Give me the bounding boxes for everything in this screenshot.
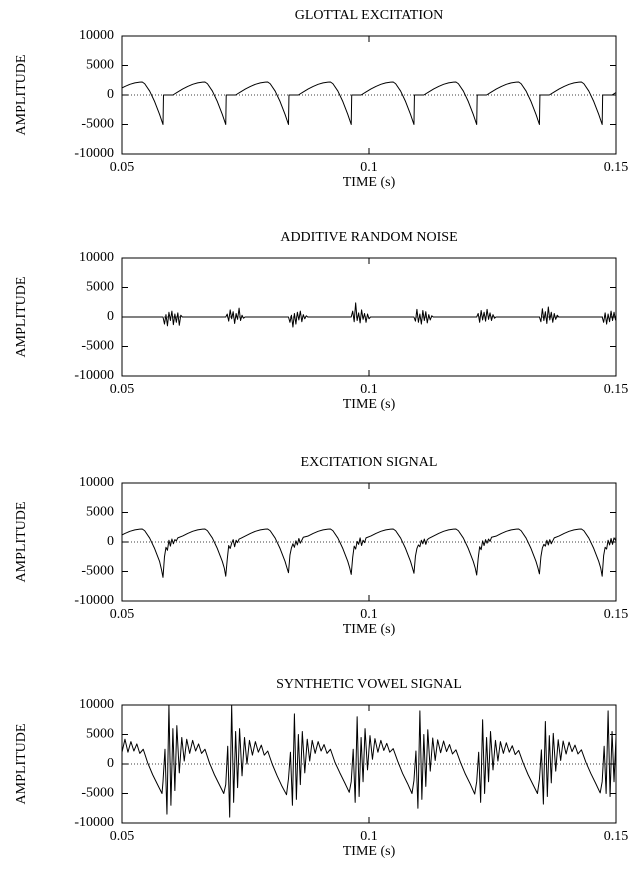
subplot-title: GLOTTAL EXCITATION bbox=[295, 8, 443, 23]
y-tick-label: -10000 bbox=[74, 146, 114, 161]
y-tick-label: -5000 bbox=[81, 339, 114, 354]
signal-trace bbox=[122, 302, 617, 328]
y-tick-label: -5000 bbox=[81, 117, 114, 132]
x-tick-label: 0.15 bbox=[604, 829, 629, 844]
y-tick-label: -10000 bbox=[74, 368, 114, 383]
plot-frame bbox=[121, 704, 617, 824]
x-tick-label: 0.05 bbox=[110, 382, 135, 397]
y-tick-label: -5000 bbox=[81, 786, 114, 801]
x-tick-label: 0.1 bbox=[360, 160, 378, 175]
subplot-title: ADDITIVE RANDOM NOISE bbox=[280, 230, 457, 245]
subplot: GLOTTAL EXCITATION TIME (s) AMPLITUDE -1000… bbox=[14, 8, 628, 190]
subplot: ADDITIVE RANDOM NOISE TIME (s) AMPLITUDE -1… bbox=[14, 230, 628, 412]
x-tick-label: 0.15 bbox=[604, 382, 629, 397]
subplot-title: SYNTHETIC VOWEL SIGNAL bbox=[276, 677, 462, 692]
y-tick-label: 5000 bbox=[86, 505, 114, 520]
signal-trace bbox=[121, 528, 617, 578]
y-tick-label: -10000 bbox=[74, 593, 114, 608]
y-tick-label: 5000 bbox=[86, 58, 114, 73]
x-tick-label: 0.15 bbox=[604, 607, 629, 622]
x-tick-label: 0.05 bbox=[110, 607, 135, 622]
y-tick-label: 0 bbox=[107, 87, 114, 102]
y-tick-label: 5000 bbox=[86, 727, 114, 742]
x-axis-label: TIME (s) bbox=[343, 397, 396, 412]
x-tick-label: 0.1 bbox=[360, 607, 378, 622]
x-tick-label: 0.05 bbox=[110, 160, 135, 175]
x-tick-label: 0.15 bbox=[604, 160, 629, 175]
x-tick-label: 0.05 bbox=[110, 829, 135, 844]
y-tick-label: 0 bbox=[107, 309, 114, 324]
subplot-title: EXCITATION SIGNAL bbox=[301, 455, 438, 470]
y-tick-label: 0 bbox=[107, 534, 114, 549]
y-axis-label: AMPLITUDE bbox=[14, 502, 29, 583]
x-axis-label: TIME (s) bbox=[343, 622, 396, 637]
plot-frame bbox=[121, 482, 617, 602]
x-axis-label: TIME (s) bbox=[343, 175, 396, 190]
y-tick-label: -5000 bbox=[81, 564, 114, 579]
signal-trace bbox=[121, 81, 617, 125]
subplot: SYNTHETIC VOWEL SIGNAL TIME (s) AMPLITUDE -… bbox=[14, 677, 628, 859]
y-axis-label: AMPLITUDE bbox=[14, 277, 29, 358]
subplot: EXCITATION SIGNAL TIME (s) AMPLITUDE -10000… bbox=[14, 455, 628, 637]
signal-trace bbox=[121, 704, 617, 818]
x-tick-label: 0.1 bbox=[360, 382, 378, 397]
plot-frame bbox=[121, 35, 617, 155]
y-tick-label: 5000 bbox=[86, 280, 114, 295]
y-tick-label: 10000 bbox=[79, 28, 114, 43]
y-tick-label: 10000 bbox=[79, 697, 114, 712]
plot-frame bbox=[121, 257, 617, 377]
x-axis-label: TIME (s) bbox=[343, 844, 396, 859]
y-tick-label: 10000 bbox=[79, 475, 114, 490]
y-axis-label: AMPLITUDE bbox=[14, 55, 29, 136]
y-tick-label: -10000 bbox=[74, 815, 114, 830]
y-axis-label: AMPLITUDE bbox=[14, 724, 29, 805]
x-tick-label: 0.1 bbox=[360, 829, 378, 844]
y-tick-label: 10000 bbox=[79, 250, 114, 265]
y-tick-label: 0 bbox=[107, 756, 114, 771]
